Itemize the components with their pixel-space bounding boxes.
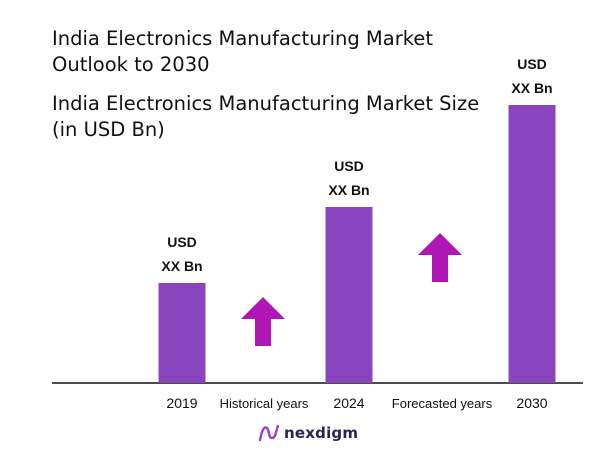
data-label-line1: USD [517, 56, 547, 72]
data-label-line2: XX Bn [161, 258, 202, 274]
period-label: Historical years [220, 396, 309, 411]
x-tick-label: 2024 [333, 395, 364, 411]
growth-arrow-icon [418, 233, 462, 282]
data-label-line2: XX Bn [511, 80, 552, 96]
period-label: Forecasted years [392, 396, 493, 411]
data-label-line2: XX Bn [328, 182, 369, 198]
bar-2019 [158, 283, 206, 383]
chart-subtitle: India Electronics Manufacturing Market S… [52, 92, 480, 141]
bar-2030 [508, 105, 556, 383]
x-tick-label: 2019 [166, 395, 197, 411]
nexdigm-logo: nexdigm [258, 424, 358, 442]
data-label-line1: USD [167, 234, 197, 250]
nexdigm-logo-icon [258, 424, 280, 442]
data-label-line1: USD [334, 158, 364, 174]
x-tick-label: 2030 [516, 395, 547, 411]
page-title: India Electronics Manufacturing Market O… [52, 27, 433, 76]
bar-2024 [325, 207, 373, 383]
growth-arrow-icon [241, 297, 285, 346]
brand-name: nexdigm [284, 424, 359, 442]
